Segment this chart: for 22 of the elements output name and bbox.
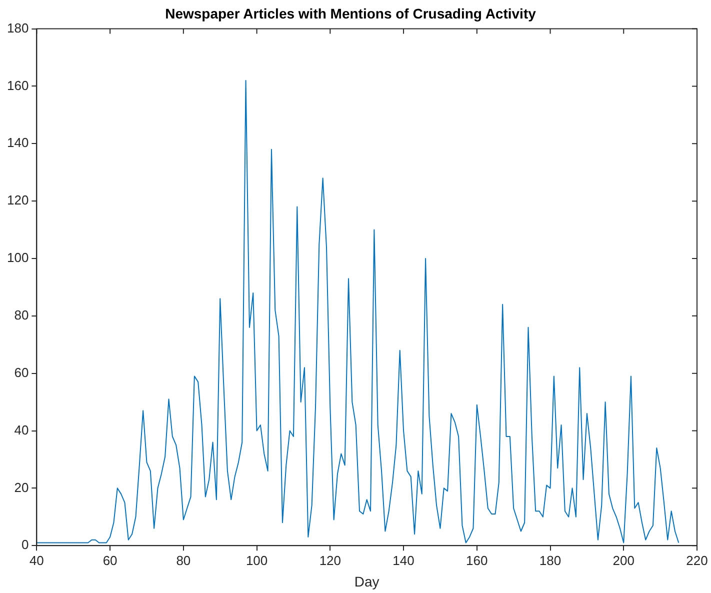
x-tick-label: 80	[176, 552, 191, 568]
x-tick-label: 60	[102, 552, 118, 568]
y-tick-label: 20	[14, 480, 29, 495]
x-tick-label: 180	[539, 552, 562, 568]
y-tick-label: 120	[6, 192, 29, 208]
x-tick-label: 100	[246, 552, 268, 568]
x-tick-label: 120	[319, 552, 342, 568]
y-tick-label: 80	[14, 307, 29, 322]
chart-title: Newspaper Articles with Mentions of Crusading Activity	[165, 5, 536, 22]
y-tick-label: 180	[6, 20, 29, 36]
y-tick-label: 140	[6, 135, 29, 150]
x-tick-label: 200	[612, 552, 634, 568]
x-tick-label: 140	[392, 552, 414, 568]
x-tick-label: 160	[466, 552, 488, 568]
y-tick-label: 100	[6, 250, 29, 266]
y-tick-label: 40	[14, 422, 29, 438]
y-tick-label: 160	[6, 78, 29, 93]
y-tick-label: 0	[21, 537, 29, 552]
x-tick-label: 40	[29, 552, 44, 568]
x-axis-title: Day	[354, 573, 380, 590]
y-tick-label: 60	[14, 364, 29, 380]
x-tick-label: 220	[686, 552, 708, 568]
